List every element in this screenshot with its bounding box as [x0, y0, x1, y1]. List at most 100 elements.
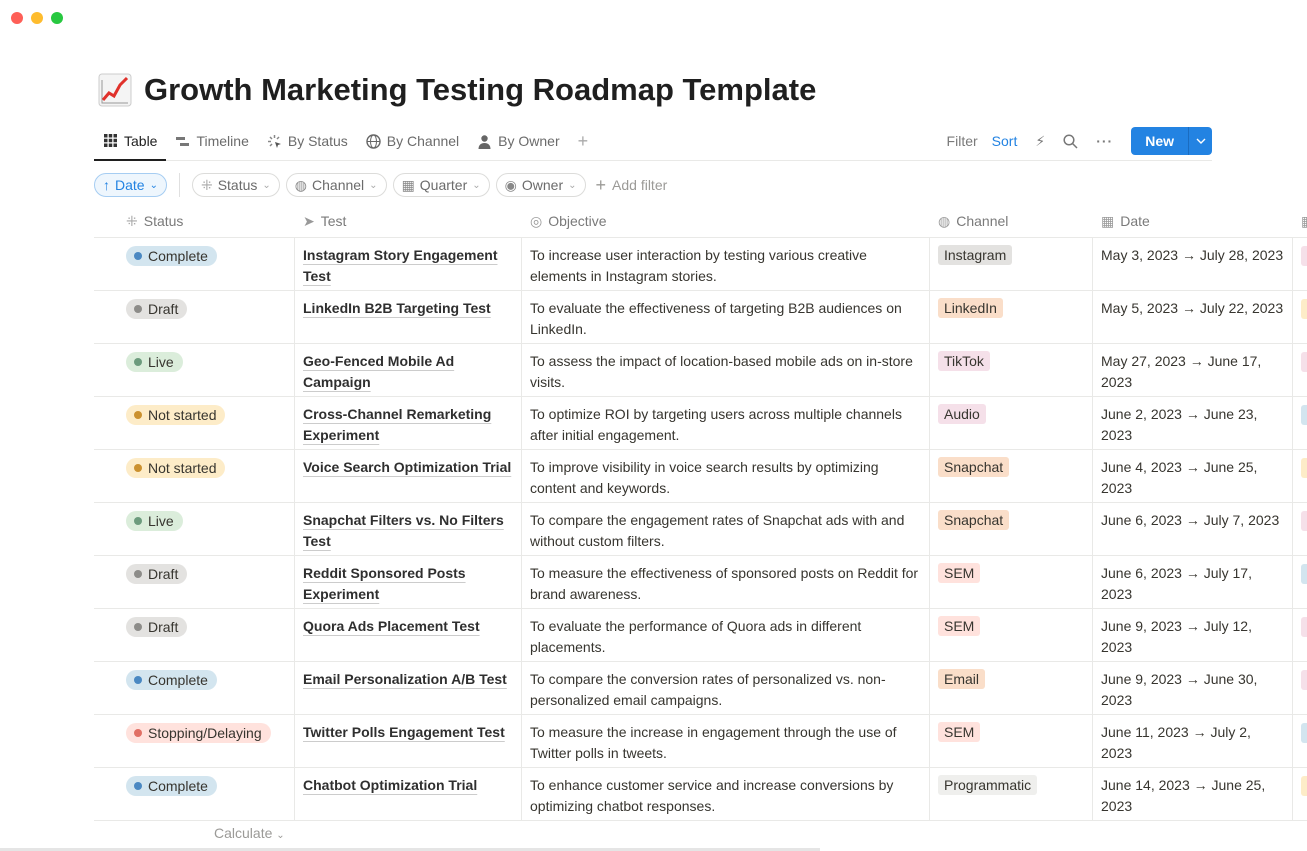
- status-cell[interactable]: Draft: [94, 291, 295, 343]
- test-cell[interactable]: Twitter Polls Engagement Test: [295, 715, 522, 767]
- objective-cell[interactable]: To assess the impact of location-based m…: [522, 344, 930, 396]
- sort-button[interactable]: Sort: [991, 133, 1018, 149]
- column-header-date[interactable]: ▦ Date: [1093, 205, 1293, 237]
- quarter-cell[interactable]: [1293, 715, 1307, 767]
- status-cell[interactable]: Stopping/Delaying: [94, 715, 295, 767]
- channel-cell[interactable]: Instagram: [930, 238, 1093, 290]
- date-cell[interactable]: May 5, 2023 → July 22, 2023: [1093, 291, 1293, 343]
- test-title-link[interactable]: Chatbot Optimization Trial: [303, 777, 478, 793]
- status-cell[interactable]: Not started: [94, 450, 295, 502]
- quarter-cell[interactable]: [1293, 344, 1307, 396]
- maximize-window-button[interactable]: [51, 12, 63, 24]
- date-cell[interactable]: June 9, 2023 → July 12, 2023: [1093, 609, 1293, 661]
- table-row[interactable]: Complete Email Personalization A/B Test …: [94, 662, 1307, 715]
- quarter-cell[interactable]: [1293, 768, 1307, 820]
- quarter-cell[interactable]: [1293, 238, 1307, 290]
- channel-cell[interactable]: TikTok: [930, 344, 1093, 396]
- minimize-window-button[interactable]: [31, 12, 43, 24]
- channel-cell[interactable]: SEM: [930, 556, 1093, 608]
- table-row[interactable]: Not started Cross-Channel Remarketing Ex…: [94, 397, 1307, 450]
- more-options-icon[interactable]: ···: [1096, 133, 1114, 149]
- table-row[interactable]: Draft Reddit Sponsored Posts Experiment …: [94, 556, 1307, 609]
- objective-cell[interactable]: To increase user interaction by testing …: [522, 238, 930, 290]
- table-row[interactable]: Complete Chatbot Optimization Trial To e…: [94, 768, 1307, 821]
- close-window-button[interactable]: [11, 12, 23, 24]
- table-row[interactable]: Not started Voice Search Optimization Tr…: [94, 450, 1307, 503]
- objective-cell[interactable]: To optimize ROI by targeting users acros…: [522, 397, 930, 449]
- test-title-link[interactable]: LinkedIn B2B Targeting Test: [303, 300, 491, 316]
- owner-filter[interactable]: ◉ Owner ⌄: [495, 173, 586, 197]
- test-title-link[interactable]: Quora Ads Placement Test: [303, 618, 480, 634]
- tab-by-channel[interactable]: By Channel: [357, 122, 468, 160]
- objective-cell[interactable]: To improve visibility in voice search re…: [522, 450, 930, 502]
- objective-cell[interactable]: To measure the increase in engagement th…: [522, 715, 930, 767]
- date-cell[interactable]: June 6, 2023 → July 17, 2023: [1093, 556, 1293, 608]
- test-cell[interactable]: Geo-Fenced Mobile Ad Campaign: [295, 344, 522, 396]
- horizontal-scrollbar[interactable]: [0, 848, 820, 851]
- column-header-channel[interactable]: ◍ Channel: [930, 205, 1093, 237]
- column-header-status[interactable]: ⁜ Status: [94, 205, 295, 237]
- objective-cell[interactable]: To evaluate the performance of Quora ads…: [522, 609, 930, 661]
- new-button[interactable]: New: [1131, 127, 1212, 155]
- add-filter-button[interactable]: + Add filter: [595, 174, 668, 195]
- chevron-down-icon[interactable]: [1189, 138, 1212, 144]
- test-cell[interactable]: LinkedIn B2B Targeting Test: [295, 291, 522, 343]
- column-header-objective[interactable]: ◎ Objective: [522, 205, 930, 237]
- add-view-button[interactable]: +: [577, 130, 589, 151]
- table-row[interactable]: Stopping/Delaying Twitter Polls Engageme…: [94, 715, 1307, 768]
- status-cell[interactable]: Complete: [94, 662, 295, 714]
- channel-cell[interactable]: Programmatic: [930, 768, 1093, 820]
- objective-cell[interactable]: To evaluate the effectiveness of targeti…: [522, 291, 930, 343]
- date-cell[interactable]: June 9, 2023 → June 30, 2023: [1093, 662, 1293, 714]
- status-filter[interactable]: ⁜ Status ⌄: [191, 173, 280, 197]
- status-cell[interactable]: Live: [94, 503, 295, 555]
- test-title-link[interactable]: Geo-Fenced Mobile Ad Campaign: [303, 353, 455, 390]
- channel-filter[interactable]: ◍ Channel ⌄: [285, 173, 387, 197]
- channel-cell[interactable]: Snapchat: [930, 450, 1093, 502]
- search-icon[interactable]: [1063, 133, 1078, 149]
- table-row[interactable]: Draft Quora Ads Placement Test To evalua…: [94, 609, 1307, 662]
- test-title-link[interactable]: Snapchat Filters vs. No Filters Test: [303, 512, 504, 549]
- channel-cell[interactable]: SEM: [930, 609, 1093, 661]
- test-title-link[interactable]: Twitter Polls Engagement Test: [303, 724, 505, 740]
- table-row[interactable]: Complete Instagram Story Engagement Test…: [94, 238, 1307, 291]
- date-cell[interactable]: June 14, 2023 → June 25, 2023: [1093, 768, 1293, 820]
- channel-cell[interactable]: Email: [930, 662, 1093, 714]
- test-title-link[interactable]: Reddit Sponsored Posts Experiment: [303, 565, 466, 602]
- date-cell[interactable]: June 2, 2023 → June 23, 2023: [1093, 397, 1293, 449]
- quarter-cell[interactable]: [1293, 397, 1307, 449]
- test-cell[interactable]: Instagram Story Engagement Test: [295, 238, 522, 290]
- channel-cell[interactable]: LinkedIn: [930, 291, 1093, 343]
- test-title-link[interactable]: Instagram Story Engagement Test: [303, 247, 498, 284]
- test-cell[interactable]: Cross-Channel Remarketing Experiment: [295, 397, 522, 449]
- quarter-cell[interactable]: [1293, 450, 1307, 502]
- column-header-quarter[interactable]: ▦: [1293, 205, 1307, 237]
- calculate-button[interactable]: Calculate ⌄: [214, 825, 285, 841]
- test-title-link[interactable]: Email Personalization A/B Test: [303, 671, 507, 687]
- date-cell[interactable]: May 27, 2023 → June 17, 2023: [1093, 344, 1293, 396]
- status-cell[interactable]: Draft: [94, 556, 295, 608]
- test-cell[interactable]: Chatbot Optimization Trial: [295, 768, 522, 820]
- sort-date-pill[interactable]: ↑ Date ⌄: [94, 173, 167, 197]
- objective-cell[interactable]: To compare the engagement rates of Snapc…: [522, 503, 930, 555]
- tab-by-owner[interactable]: By Owner: [468, 122, 568, 160]
- quarter-cell[interactable]: [1293, 291, 1307, 343]
- status-cell[interactable]: Live: [94, 344, 295, 396]
- objective-cell[interactable]: To enhance customer service and increase…: [522, 768, 930, 820]
- channel-cell[interactable]: SEM: [930, 715, 1093, 767]
- channel-cell[interactable]: Audio: [930, 397, 1093, 449]
- test-cell[interactable]: Reddit Sponsored Posts Experiment: [295, 556, 522, 608]
- tab-timeline[interactable]: Timeline: [166, 122, 257, 160]
- test-cell[interactable]: Voice Search Optimization Trial: [295, 450, 522, 502]
- test-cell[interactable]: Snapchat Filters vs. No Filters Test: [295, 503, 522, 555]
- status-cell[interactable]: Complete: [94, 238, 295, 290]
- table-row[interactable]: Live Geo-Fenced Mobile Ad Campaign To as…: [94, 344, 1307, 397]
- table-row[interactable]: Draft LinkedIn B2B Targeting Test To eva…: [94, 291, 1307, 344]
- tab-table[interactable]: Table: [94, 122, 167, 161]
- date-cell[interactable]: June 6, 2023 → July 7, 2023: [1093, 503, 1293, 555]
- date-cell[interactable]: May 3, 2023 → July 28, 2023: [1093, 238, 1293, 290]
- tab-by-status[interactable]: By Status: [258, 122, 357, 160]
- test-title-link[interactable]: Cross-Channel Remarketing Experiment: [303, 406, 492, 443]
- test-cell[interactable]: Quora Ads Placement Test: [295, 609, 522, 661]
- quarter-filter[interactable]: ▦ Quarter ⌄: [392, 173, 490, 197]
